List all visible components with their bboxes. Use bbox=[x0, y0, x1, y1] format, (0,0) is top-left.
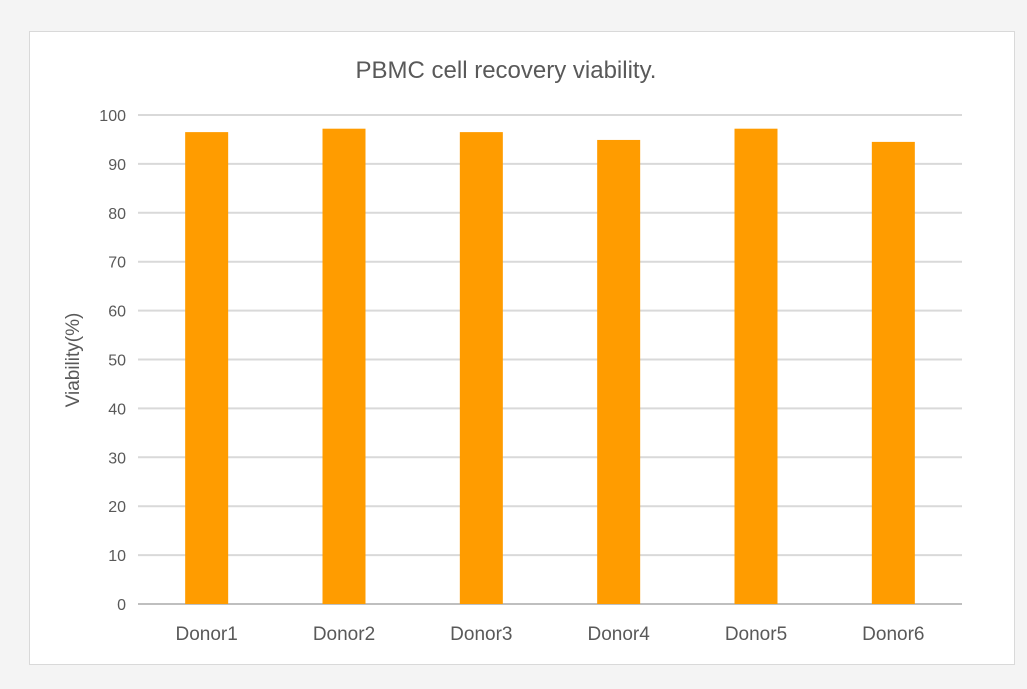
bar-donor3 bbox=[459, 132, 503, 605]
y-axis-label: Viability(%) bbox=[63, 313, 84, 408]
x-tick-label: Donor4 bbox=[588, 624, 651, 645]
x-tick-label: Donor3 bbox=[450, 624, 512, 645]
x-tick-label: Donor1 bbox=[176, 624, 238, 645]
bar-donor2 bbox=[322, 128, 366, 604]
y-tick-label: 60 bbox=[108, 304, 126, 321]
x-tick-label: Donor6 bbox=[862, 624, 924, 645]
bar-donor1 bbox=[185, 132, 229, 605]
y-tick-label: 70 bbox=[108, 255, 126, 272]
x-tick-label: Donor5 bbox=[725, 624, 787, 645]
y-tick-label: 50 bbox=[108, 353, 126, 370]
bar-donor5 bbox=[734, 128, 778, 604]
y-tick-label: 80 bbox=[108, 206, 126, 223]
bar-donor6 bbox=[871, 141, 915, 604]
y-tick-label: 90 bbox=[108, 157, 126, 174]
x-tick-label: Donor2 bbox=[313, 624, 375, 645]
chart-title: PBMC cell recovery viability. bbox=[356, 57, 657, 84]
y-tick-label: 0 bbox=[117, 597, 126, 614]
y-tick-label: 10 bbox=[108, 548, 126, 565]
y-tick-label: 40 bbox=[108, 401, 126, 418]
bar-donor4 bbox=[597, 139, 641, 604]
y-tick-label: 30 bbox=[108, 450, 126, 467]
y-tick-label: 100 bbox=[99, 108, 126, 125]
y-tick-label: 20 bbox=[108, 499, 126, 516]
